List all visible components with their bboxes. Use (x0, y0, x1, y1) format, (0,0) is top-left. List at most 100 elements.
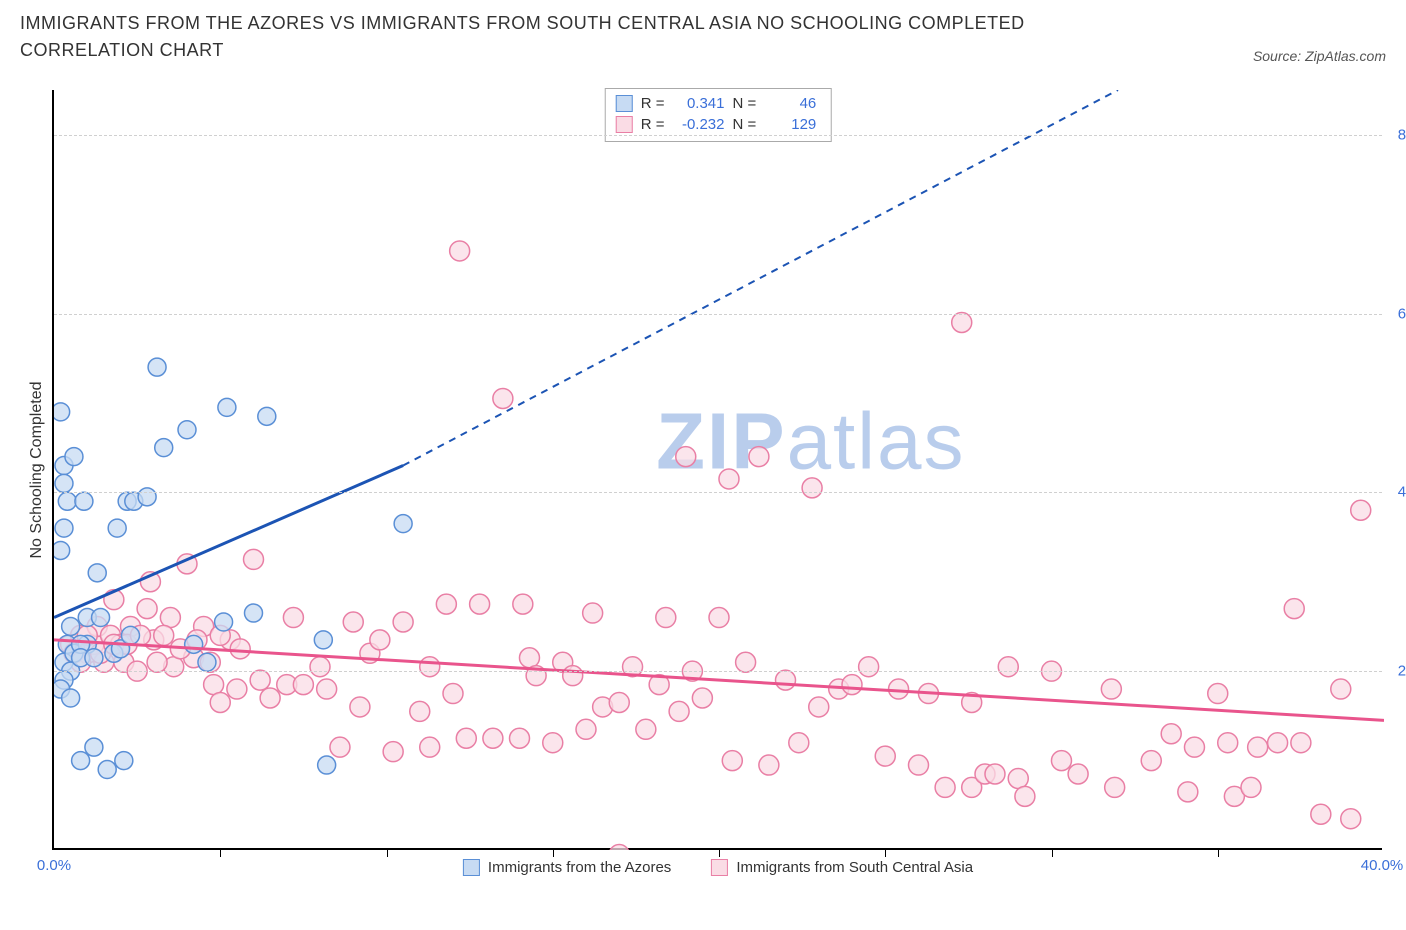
data-point (1241, 777, 1261, 797)
legend-row-series1: R = 0.341 N = 46 (616, 93, 817, 114)
data-point (215, 613, 233, 631)
data-point (420, 737, 440, 757)
data-point (258, 407, 276, 425)
chart-title: IMMIGRANTS FROM THE AZORES VS IMMIGRANTS… (20, 10, 1120, 64)
y-tick-label: 8.0% (1387, 126, 1406, 143)
data-point (343, 612, 363, 632)
data-point (1208, 684, 1228, 704)
data-point (227, 679, 247, 699)
data-point (85, 738, 103, 756)
x-tick (719, 848, 720, 857)
data-point (736, 652, 756, 672)
data-point (669, 701, 689, 721)
data-point (370, 630, 390, 650)
data-point (85, 649, 103, 667)
data-point (776, 670, 796, 690)
data-point (1268, 733, 1288, 753)
data-point (310, 657, 330, 677)
swatch-icon (616, 116, 633, 133)
data-point (456, 728, 476, 748)
data-point (1311, 804, 1331, 824)
data-point (58, 492, 76, 510)
data-point (314, 631, 332, 649)
data-point (909, 755, 929, 775)
data-point (1141, 751, 1161, 771)
data-point (1218, 733, 1238, 753)
swatch-icon (463, 859, 480, 876)
data-point (513, 594, 533, 614)
data-point (676, 447, 696, 467)
data-point (155, 439, 173, 457)
data-point (148, 358, 166, 376)
y-tick-label: 6.0% (1387, 305, 1406, 322)
data-point (410, 701, 430, 721)
data-point (350, 697, 370, 717)
data-point (709, 608, 729, 628)
data-point (210, 692, 230, 712)
x-tick (553, 848, 554, 857)
data-point (1351, 500, 1371, 520)
data-point (875, 746, 895, 766)
data-point (519, 648, 539, 668)
data-point (1008, 768, 1028, 788)
data-point (789, 733, 809, 753)
data-point (436, 594, 456, 614)
data-point (260, 688, 280, 708)
data-point (1161, 724, 1181, 744)
data-point (54, 541, 70, 559)
data-point (138, 488, 156, 506)
legend-row-series2: R = -0.232 N = 129 (616, 114, 817, 135)
data-point (218, 398, 236, 416)
swatch-icon (616, 95, 633, 112)
legend-item-series1: Immigrants from the Azores (463, 859, 671, 876)
data-point (383, 742, 403, 762)
plot-area: ZIPatlas R = 0.341 N = 46 R = -0.232 N =… (52, 90, 1382, 850)
series-legend: Immigrants from the Azores Immigrants fr… (463, 859, 973, 876)
data-point (154, 625, 174, 645)
legend-item-series2: Immigrants from South Central Asia (711, 859, 973, 876)
data-point (609, 692, 629, 712)
data-point (92, 609, 110, 627)
data-point (65, 448, 83, 466)
data-point (1341, 809, 1361, 829)
x-tick (387, 848, 388, 857)
data-point (147, 652, 167, 672)
data-point (842, 675, 862, 695)
y-tick-label: 2.0% (1387, 663, 1406, 680)
swatch-icon (711, 859, 728, 876)
y-axis-title: No Schooling Completed (28, 382, 46, 559)
data-point (470, 594, 490, 614)
data-point (318, 756, 336, 774)
data-point (1105, 777, 1125, 797)
data-point (62, 689, 80, 707)
gridline (54, 314, 1382, 315)
data-point (563, 666, 583, 686)
data-point (809, 697, 829, 717)
data-point (75, 492, 93, 510)
data-point (510, 728, 530, 748)
data-point (55, 519, 73, 537)
data-point (230, 639, 250, 659)
data-point (583, 603, 603, 623)
data-point (985, 764, 1005, 784)
data-point (1015, 786, 1035, 806)
data-point (394, 515, 412, 533)
scatter-chart (54, 90, 1384, 850)
data-point (393, 612, 413, 632)
data-point (450, 241, 470, 261)
gridline (54, 492, 1382, 493)
data-point (609, 844, 629, 850)
data-point (160, 608, 180, 628)
data-point (137, 599, 157, 619)
data-point (244, 549, 264, 569)
gridline (54, 671, 1382, 672)
data-point (1284, 599, 1304, 619)
data-point (108, 519, 126, 537)
data-point (1068, 764, 1088, 784)
data-point (121, 626, 139, 644)
data-point (1331, 679, 1351, 699)
data-point (443, 684, 463, 704)
data-point (245, 604, 263, 622)
data-point (802, 478, 822, 498)
data-point (185, 635, 203, 653)
